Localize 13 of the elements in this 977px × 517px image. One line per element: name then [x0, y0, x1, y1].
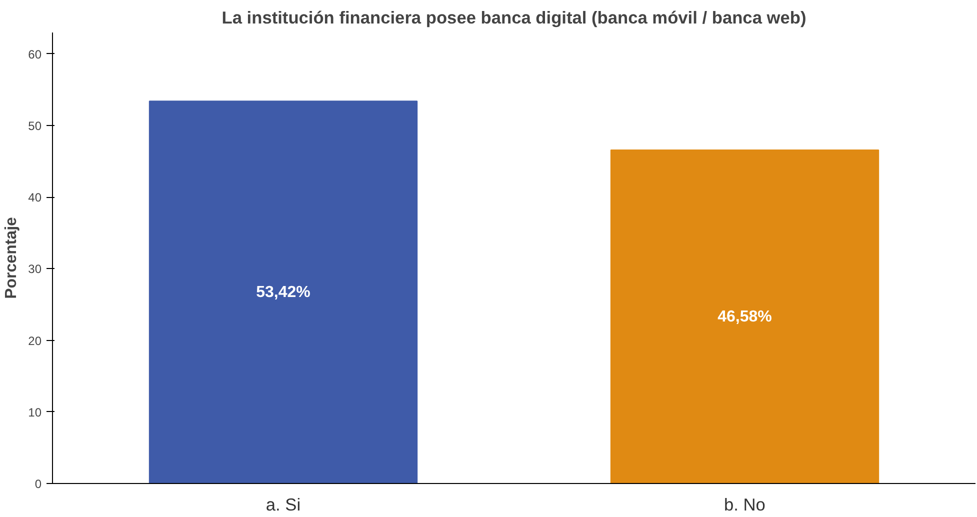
y-tick-label: 40	[28, 190, 42, 205]
y-axis-title: Porcentaje	[3, 216, 20, 299]
y-tick-label: 30	[28, 262, 42, 276]
y-tick-label: 0	[34, 477, 42, 491]
data-label: 53,42%	[256, 284, 310, 301]
chart-title: La institución financiera posee banca digital (banca móvil / banca web)	[222, 8, 806, 28]
x-tick-label: b. No	[724, 494, 766, 514]
y-tick-label: 10	[28, 405, 42, 420]
y-tick-label: 50	[28, 119, 42, 134]
y-tick-label: 60	[28, 47, 42, 62]
x-tick-label: a. Si	[266, 494, 301, 514]
y-tick-label: 20	[28, 334, 42, 348]
data-label: 46,58%	[718, 308, 772, 326]
